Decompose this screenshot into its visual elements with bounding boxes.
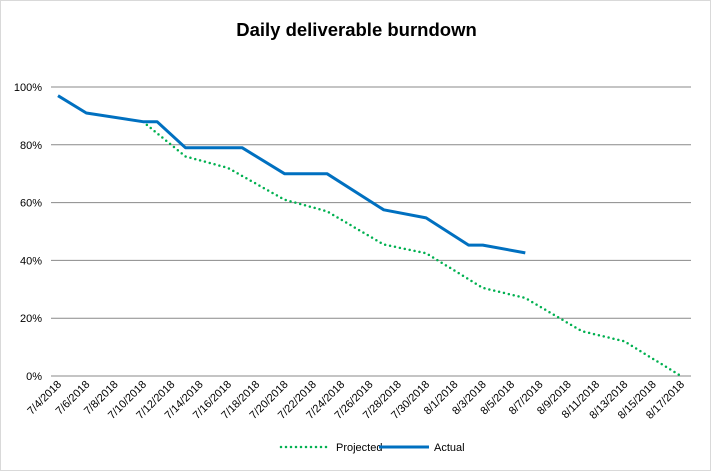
series-line-projected <box>141 120 683 378</box>
y-tick-label: 40% <box>20 255 42 267</box>
y-tick-label: 20% <box>20 313 42 325</box>
legend-label-actual: Actual <box>434 442 465 454</box>
series-line-actual <box>57 94 526 255</box>
y-tick-label: 60% <box>20 198 42 210</box>
y-tick-label: 0% <box>26 371 42 383</box>
y-tick-label: 100% <box>14 82 42 94</box>
legend-label-projected: Projected <box>336 442 382 454</box>
chart-title: Daily deliverable burndown <box>236 19 477 40</box>
y-tick-label: 80% <box>20 140 42 152</box>
